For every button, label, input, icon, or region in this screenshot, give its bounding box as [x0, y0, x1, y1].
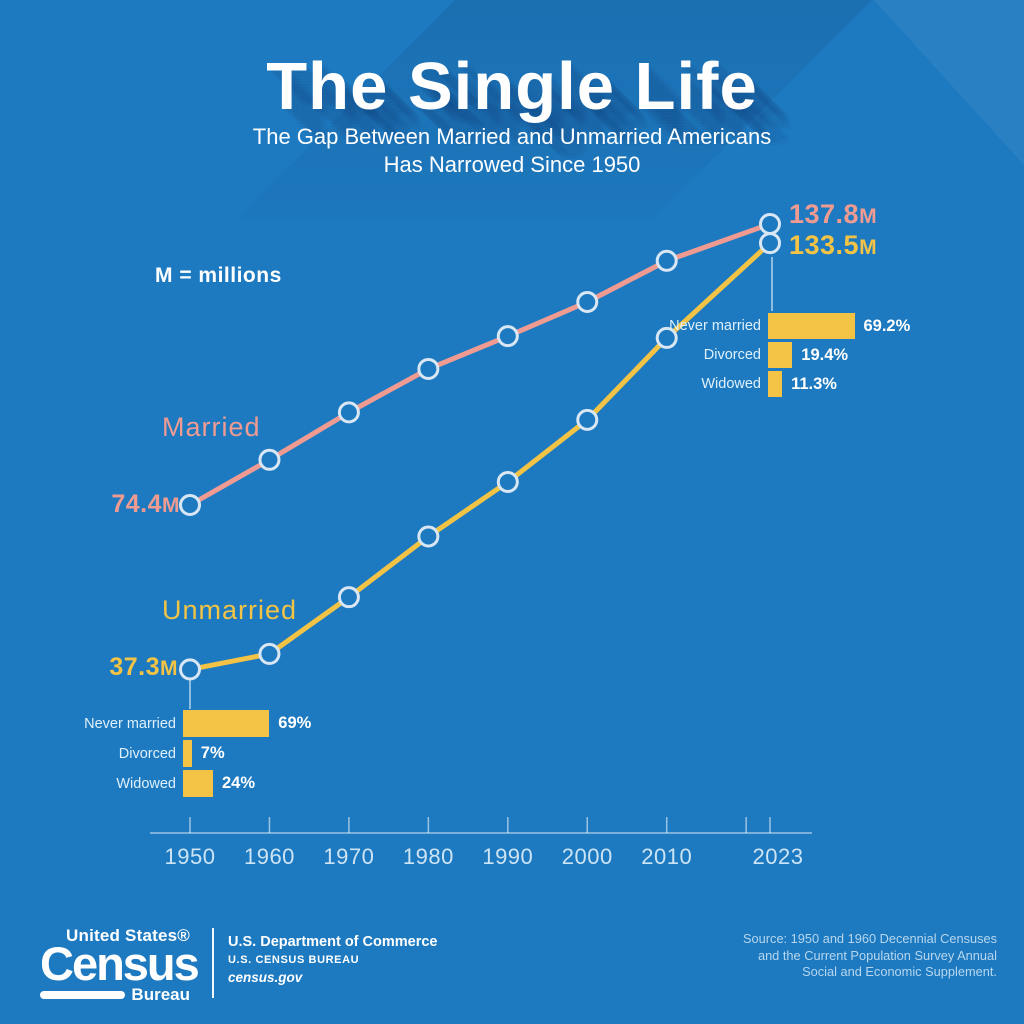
- married-2023-value-label: 137.8M: [789, 199, 878, 229]
- source-line-3: Social and Economic Supplement.: [802, 964, 997, 979]
- bar: [768, 371, 783, 397]
- footer-department-block: U.S. Department of Commerce U.S. CENSUS …: [228, 934, 438, 985]
- married-series-label: Married: [162, 412, 261, 442]
- bar-row-widowed-1950: Widowed 24%: [55, 770, 311, 797]
- married-data-point: [179, 494, 201, 516]
- bar: [183, 710, 270, 737]
- connector-line-1950: [189, 680, 191, 709]
- logo-bureau: Bureau: [131, 985, 190, 1004]
- x-axis-label: 1980: [403, 844, 454, 869]
- bar-value: 24%: [222, 774, 256, 792]
- unmarried-series-label: Unmarried: [162, 595, 298, 625]
- census-gov-link: census.gov: [228, 970, 303, 985]
- married-data-point: [337, 401, 360, 424]
- logo-census: Census: [40, 937, 200, 990]
- unmarried-data-point: [496, 470, 519, 493]
- source-line-2: and the Current Population Survey Annual: [757, 947, 997, 963]
- units-note: M = millions: [155, 264, 282, 287]
- x-axis-label: 2023: [753, 844, 804, 869]
- married-data-point: [417, 357, 440, 380]
- subtitle-line-2: Has Narrowed Since 1950: [383, 152, 641, 177]
- us-census-bureau: U.S. CENSUS BUREAU: [228, 954, 360, 966]
- unmarried-line: [187, 240, 773, 672]
- bar-label: Never married: [669, 318, 761, 334]
- bar-value: 19.4%: [801, 345, 849, 364]
- source-note: Source: 1950 and 1960 Decennial Censuses…: [743, 931, 997, 981]
- dept-of-commerce: U.S. Department of Commerce: [228, 934, 438, 950]
- married-data-point: [496, 325, 519, 348]
- unmarried-data-point: [337, 586, 360, 609]
- x-axis-label: 2010: [641, 844, 692, 869]
- bar-row-never-married-1950: Never married 69%: [55, 710, 311, 737]
- unmarried-breakdown-1950-chart: Never married 69% Divorced 7% Widowed 24…: [55, 710, 311, 800]
- unmarried-data-point: [179, 658, 201, 681]
- unmarried-data-point: [655, 326, 678, 349]
- x-axis-label: 1950: [165, 844, 216, 869]
- x-axis-label: 1960: [244, 844, 295, 869]
- subtitle-line-1: The Gap Between Married and Unmarried Am…: [252, 124, 772, 149]
- bar-label: Divorced: [118, 745, 176, 762]
- bar: [183, 770, 213, 797]
- bar-value: 11.3%: [791, 374, 837, 393]
- source-line-1: Source: 1950 and 1960 Decennial Censuses: [743, 931, 997, 946]
- bar-value: 69.2%: [863, 316, 911, 335]
- bar-row-widowed-2023: Widowed 11.3%: [640, 371, 910, 397]
- bar-value: 7%: [200, 744, 225, 762]
- unmarried-2023-value-label: 133.5M: [789, 230, 878, 260]
- footer-divider: [212, 928, 214, 998]
- logo-bar-decoration: [40, 991, 126, 999]
- unmarried-breakdown-2023-chart: Never married 69.2% Divorced 19.4% Widow…: [640, 313, 910, 400]
- unmarried-1950-value-label: 37.3M: [109, 653, 178, 681]
- x-axis-label: 1990: [482, 844, 533, 869]
- unmarried-data-point: [417, 525, 440, 548]
- bar-row-divorced-1950: Divorced 7%: [55, 740, 311, 767]
- bar-value: 69%: [278, 714, 312, 732]
- unmarried-data-point: [759, 232, 781, 255]
- bar: [768, 342, 793, 368]
- logo-bureau-row: Bureau: [40, 985, 190, 1005]
- unmarried-data-point: [576, 408, 599, 431]
- bar-row-never-married-2023: Never married 69.2%: [640, 313, 910, 339]
- unmarried-data-point: [258, 642, 281, 665]
- bar-label: Widowed: [116, 775, 176, 792]
- x-axis-label: 2000: [562, 844, 613, 869]
- bar-label: Widowed: [701, 376, 761, 392]
- bar: [183, 740, 192, 767]
- married-data-point: [655, 249, 678, 272]
- logo-united-states: United States®: [66, 926, 190, 945]
- connector-line-2023: [771, 257, 773, 311]
- page-subtitle: The Gap Between Married and Unmarried Am…: [0, 123, 1024, 179]
- married-line: [187, 221, 773, 508]
- married-1950-value-label: 74.4M: [111, 490, 180, 518]
- bar-label: Divorced: [703, 347, 761, 363]
- bar-label: Never married: [84, 715, 176, 732]
- married-data-point: [759, 213, 781, 236]
- married-data-point: [258, 448, 281, 471]
- page-title: The Single Life: [266, 49, 758, 124]
- bar-row-divorced-2023: Divorced 19.4%: [640, 342, 910, 368]
- married-data-point: [576, 291, 599, 314]
- bar: [768, 313, 855, 339]
- x-axis-label: 1970: [323, 844, 374, 869]
- census-bureau-logo: United States® Census Bureau: [40, 926, 200, 1005]
